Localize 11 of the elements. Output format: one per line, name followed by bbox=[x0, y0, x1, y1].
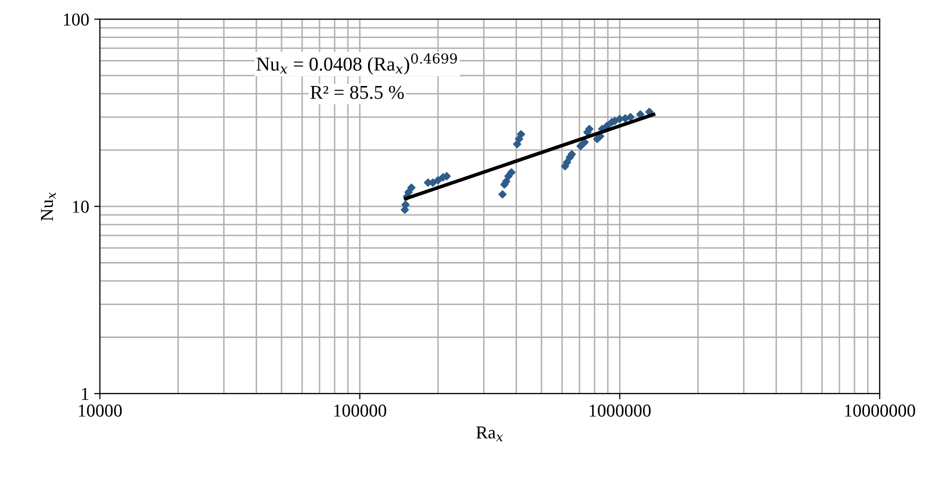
x-tick-label: 10000000 bbox=[845, 404, 916, 417]
annotation: R² = 85.5 % bbox=[310, 86, 404, 100]
x-tick-label: 1000000 bbox=[590, 404, 651, 417]
y-axis-title: Nu$_{x}$ bbox=[41, 192, 56, 221]
y-tick-label: 1 bbox=[82, 388, 88, 400]
annotation: Nu$_{x}$ = 0.0408 (Ra$_{x}$)$^{0.4699}$ bbox=[256, 53, 457, 75]
x-tick-label: 100000 bbox=[334, 404, 386, 417]
x-tick-label: 10000 bbox=[78, 404, 122, 417]
x-axis-title: Ra$_{x}$ bbox=[476, 426, 503, 442]
y-tick-label: 10 bbox=[72, 200, 89, 213]
y-tick-label: 100 bbox=[64, 13, 89, 26]
